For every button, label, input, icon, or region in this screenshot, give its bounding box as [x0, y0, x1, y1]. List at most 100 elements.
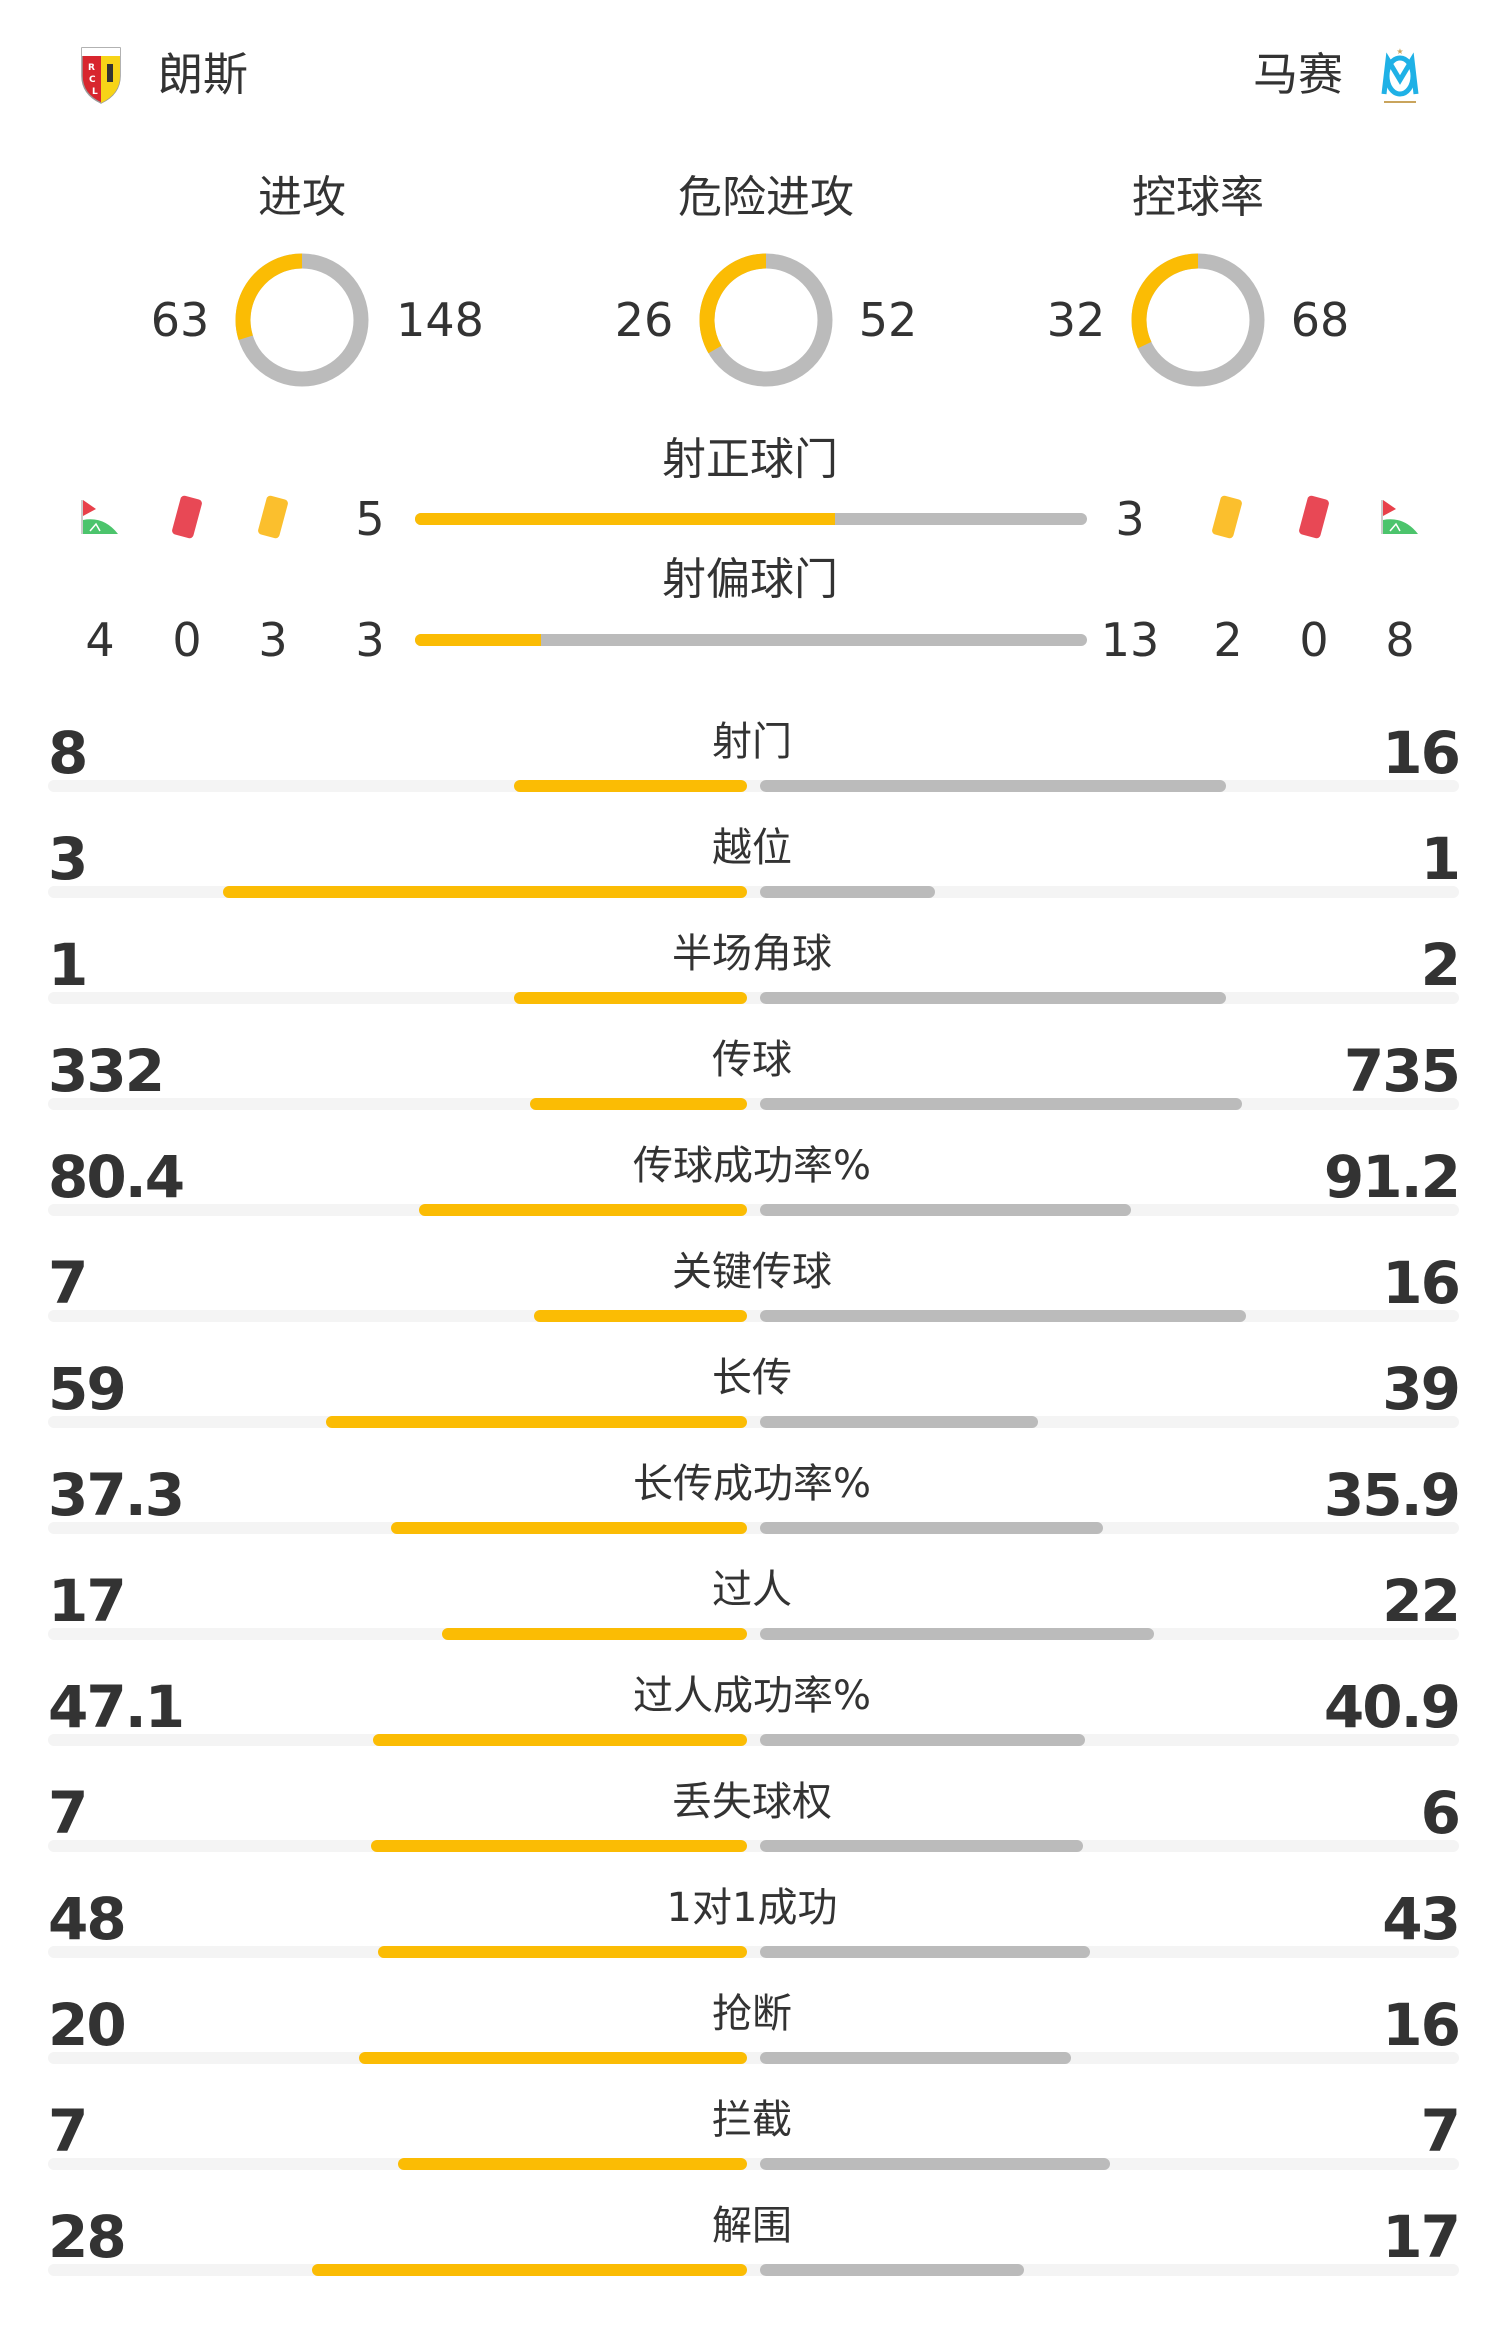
stat-label: 越位 [712, 825, 792, 871]
stat-away-value: 91.2 [1323, 1143, 1461, 1211]
shots-off-away-value: 13 [1100, 613, 1160, 667]
stat-bar-track [48, 1946, 1459, 1958]
stat-row: 80.4 传球成功率% 91.2 [0, 1130, 1500, 1236]
stat-away-bar [760, 2264, 1025, 2276]
shots-on-home-value: 5 [355, 492, 385, 546]
stat-bar-track [48, 1098, 1459, 1110]
stat-home-value: 47.1 [48, 1673, 185, 1741]
stat-home-bar [378, 1946, 747, 1958]
stat-bar-track [48, 2264, 1459, 2276]
stat-bar-track [48, 2158, 1459, 2170]
stat-row: 7 关键传球 16 [0, 1236, 1500, 1342]
stat-home-bar [529, 1098, 747, 1110]
stat-row: 20 抢断 16 [0, 1978, 1500, 2084]
stat-bar-track [48, 1522, 1459, 1534]
stat-label: 拦截 [712, 2097, 792, 2143]
svg-text:L: L [92, 87, 98, 97]
stat-away-bar [760, 1734, 1085, 1746]
stat-away-value: 735 [1343, 1037, 1461, 1105]
stat-home-bar [326, 1416, 747, 1428]
stat-away-value: 16 [1382, 719, 1461, 787]
shots-off-target-title: 射偏球门 [662, 554, 838, 605]
donut-away-value: 68 [1290, 293, 1350, 347]
red-card-icon [170, 495, 204, 543]
stat-bar-track [48, 1734, 1459, 1746]
stat-row: 37.3 长传成功率% 35.9 [0, 1448, 1500, 1554]
stat-label: 传球 [712, 1037, 792, 1083]
donut-away-value: 52 [858, 293, 918, 347]
stat-home-value: 7 [48, 1779, 88, 1847]
away-team-name: 马赛 [1252, 48, 1343, 101]
donut-away-value: 148 [396, 293, 484, 347]
stat-bar-track [48, 1310, 1459, 1322]
home-fill [415, 513, 835, 525]
stat-away-value: 6 [1420, 1779, 1461, 1847]
stat-away-value: 40.9 [1323, 1673, 1461, 1741]
stat-home-bar [312, 2264, 747, 2276]
stat-label: 过人 [712, 1567, 792, 1613]
stat-label: 抢断 [712, 1991, 792, 2037]
home-yellow-cards-count: 3 [258, 613, 288, 667]
stat-away-bar [760, 1522, 1103, 1534]
stat-label: 长传成功率% [632, 1461, 872, 1507]
stat-home-value: 7 [48, 2097, 88, 2165]
stat-away-value: 7 [1420, 2097, 1461, 2165]
stat-home-value: 17 [48, 1567, 127, 1635]
stat-away-value: 17 [1382, 2203, 1461, 2271]
stat-home-bar [534, 1310, 747, 1322]
stat-home-bar [397, 2158, 747, 2170]
stat-away-bar [760, 886, 935, 898]
stat-home-value: 80.4 [48, 1143, 185, 1211]
stat-home-value: 3 [48, 825, 88, 893]
stat-bar-track [48, 780, 1459, 792]
stat-home-bar [222, 886, 747, 898]
stat-bar-track [48, 2052, 1459, 2064]
stat-away-bar [760, 1840, 1083, 1852]
donut-chart [699, 253, 833, 387]
stat-away-bar [760, 2052, 1071, 2064]
donut-home-arc [235, 253, 303, 340]
svg-text:C: C [89, 75, 96, 85]
home-fill [415, 634, 541, 646]
donut-chart [1131, 253, 1265, 387]
stat-home-bar [442, 1628, 747, 1640]
stat-away-value: 2 [1420, 931, 1461, 999]
stat-bar-track [48, 1628, 1459, 1640]
stat-home-bar [514, 780, 747, 792]
stat-row: 332 传球 735 [0, 1024, 1500, 1130]
stat-away-bar [760, 1416, 1039, 1428]
stat-away-bar [760, 1204, 1132, 1216]
donut-title: 控球率 [1132, 172, 1264, 223]
donut-title: 进攻 [258, 172, 346, 223]
stat-row: 17 过人 22 [0, 1554, 1500, 1660]
svg-text:R: R [88, 63, 95, 73]
red-card-icon [1297, 495, 1331, 543]
stat-away-value: 1 [1420, 825, 1461, 893]
away-yellow-cards-count: 2 [1213, 613, 1243, 667]
shots-off-target-bar [415, 634, 1087, 646]
stat-label: 半场角球 [672, 931, 832, 977]
stat-label: 射门 [712, 719, 792, 765]
donut-home-arc [1131, 253, 1199, 349]
donut-home-value: 63 [150, 293, 210, 347]
stat-home-value: 28 [48, 2203, 127, 2271]
stat-row: 1 半场角球 2 [0, 918, 1500, 1024]
stat-row: 47.1 过人成功率% 40.9 [0, 1660, 1500, 1766]
stat-row: 3 越位 1 [0, 812, 1500, 918]
shots-on-away-value: 3 [1115, 492, 1145, 546]
stat-bar-track [48, 992, 1459, 1004]
stat-label: 过人成功率% [632, 1673, 872, 1719]
stat-away-bar [760, 1310, 1247, 1322]
stat-home-value: 59 [48, 1355, 127, 1423]
donut-home-arc [699, 253, 767, 354]
stat-away-value: 35.9 [1323, 1461, 1461, 1529]
away-team-logo: ★ [1378, 46, 1422, 106]
stat-home-value: 8 [48, 719, 88, 787]
stat-away-value: 39 [1382, 1355, 1461, 1423]
home-team-logo: R C L [80, 46, 122, 104]
donut-title: 危险进攻 [678, 172, 854, 223]
stat-home-value: 48 [48, 1885, 127, 1953]
stat-away-value: 16 [1382, 1991, 1461, 2059]
stat-home-bar [390, 1522, 747, 1534]
stat-away-bar [760, 780, 1226, 792]
